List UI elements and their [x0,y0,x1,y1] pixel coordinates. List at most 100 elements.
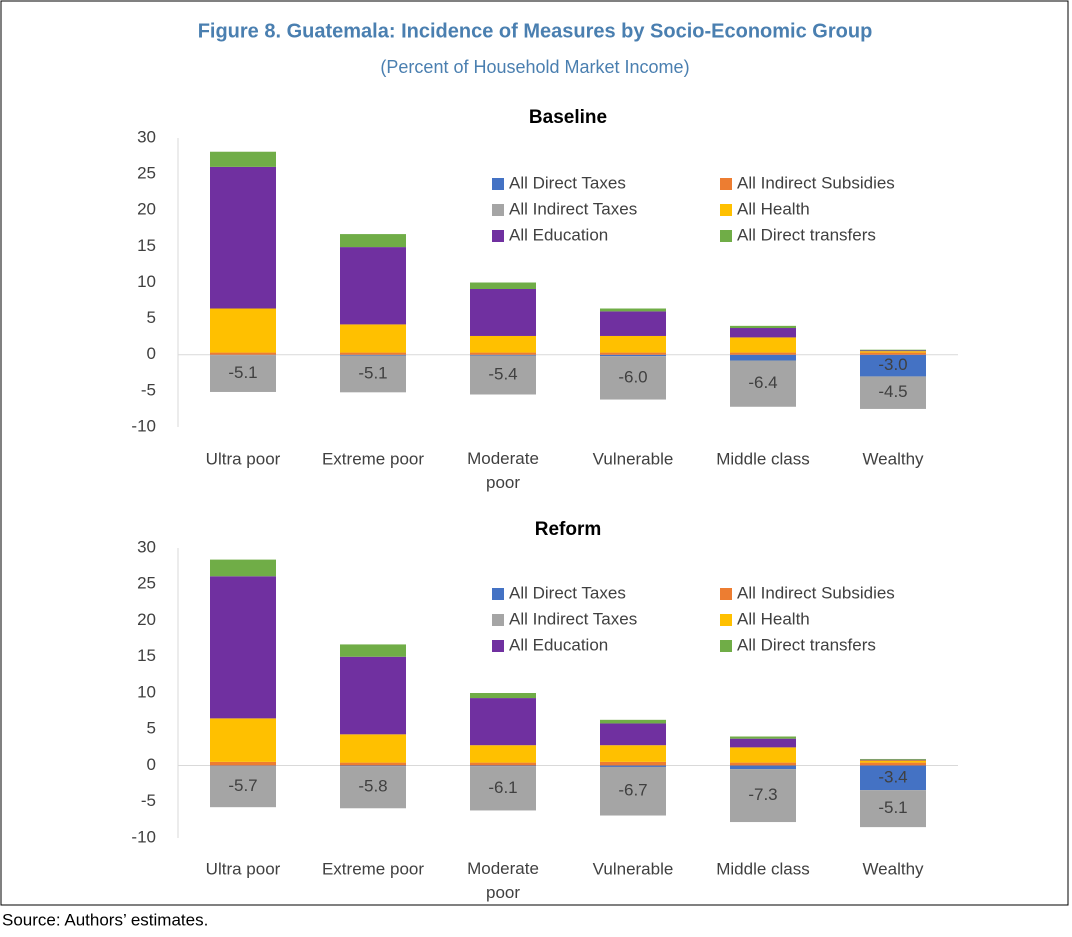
data-label: -3.4 [878,767,907,786]
bar-segment [600,761,666,766]
legend-swatch [720,588,732,600]
data-label: -3.0 [878,355,907,374]
x-tick-label: Middle class [716,859,810,878]
bar-segment [730,337,796,353]
x-tick-label: Vulnerable [593,449,674,468]
bar-segment [210,718,276,762]
data-label: -6.1 [488,778,517,797]
legend-swatch [492,178,504,190]
bar-segment [470,354,536,356]
legend-label: All Direct transfers [737,225,876,244]
legend-label: All Education [509,635,608,654]
bar-segment [730,747,796,763]
bar-segment [730,765,796,770]
legend-label: All Indirect Subsidies [737,173,895,192]
bar-segment [470,352,536,355]
x-tick-label: Moderate poor [467,859,539,902]
y-tick-label: -10 [131,416,156,435]
bar-segment [860,758,926,760]
legend-label: All Direct Taxes [509,173,626,192]
bar-segment [860,352,926,355]
bar-segment [340,352,406,355]
bar-segment [210,576,276,719]
x-tick-label: Vulnerable [593,859,674,878]
legend-swatch [492,230,504,242]
x-tick-label: Wealthy [862,449,924,468]
bar-segment [470,282,536,290]
bar-segment [470,289,536,336]
bar-segment [210,761,276,766]
legend-swatch [492,640,504,652]
legend-label: All Direct Taxes [509,583,626,602]
bar-segment [340,766,406,809]
legend-swatch [720,640,732,652]
bar-segment [210,151,276,167]
legend-label: All Indirect Subsidies [737,583,895,602]
bar-segment [600,723,666,746]
data-label: -5.1 [228,363,257,382]
data-label: -4.5 [878,382,907,401]
figure-title: Figure 8. Guatemala: Incidence of Measur… [198,20,873,42]
legend-swatch [492,588,504,600]
x-tick-label: Ultra poor [206,859,281,878]
bar-segment [340,247,406,325]
bar-segment [600,335,666,353]
bar-segment [730,328,796,338]
bar-segment [730,736,796,739]
legend-swatch [720,204,732,216]
data-label: -6.4 [748,373,777,392]
legend-label: All Health [737,609,810,628]
y-tick-label: 25 [137,164,156,183]
bar-segment [340,644,406,657]
data-label: -6.7 [618,781,647,800]
bar-segment [860,790,926,828]
bar-segment [730,360,796,407]
bar-segment [860,351,926,353]
y-tick-label: -5 [141,791,156,810]
source: Source: Authors’ estimates. [2,910,208,929]
bar-segment [340,324,406,353]
data-label: -7.3 [748,785,777,804]
bar-segment [340,354,406,356]
bar-segment [860,765,926,791]
data-label: -5.1 [358,363,387,382]
bar-segment [730,354,796,361]
y-tick-label: 10 [137,682,156,701]
bar-segment [860,760,926,763]
chart-title: Reform [535,519,602,540]
bar-segment [340,765,406,767]
bar-segment [600,308,666,312]
y-tick-label: 0 [147,344,156,363]
y-tick-label: 5 [147,308,156,327]
x-tick-label: Extreme poor [322,449,424,468]
bar-segment [470,762,536,766]
bar-segment [210,559,276,577]
y-tick-label: 20 [137,610,156,629]
bar-segment [340,734,406,763]
bar-segment [470,355,536,395]
chart-title: Baseline [529,107,607,128]
bar-segment [470,745,536,763]
y-tick-label: 15 [137,236,156,255]
y-tick-label: 10 [137,272,156,291]
y-tick-label: -5 [141,380,156,399]
bar-segment [210,352,276,355]
bar-segment [860,762,926,766]
bar-segment [340,234,406,248]
bar-segment [600,765,666,767]
data-label: -5.1 [878,798,907,817]
bar-segment [340,355,406,393]
bar-segment [600,766,666,816]
bar-segment [600,311,666,336]
bar-segment [860,376,926,409]
bar-segment [600,745,666,762]
bar-segment [470,765,536,767]
x-tick-label: Ultra poor [206,449,281,468]
bar-segment [470,693,536,699]
legend-swatch [492,204,504,216]
bar-segment [860,354,926,377]
legend-label: All Indirect Taxes [509,609,637,628]
bar-segment [470,766,536,811]
legend-label: All Health [737,199,810,218]
bar-segment [600,719,666,724]
